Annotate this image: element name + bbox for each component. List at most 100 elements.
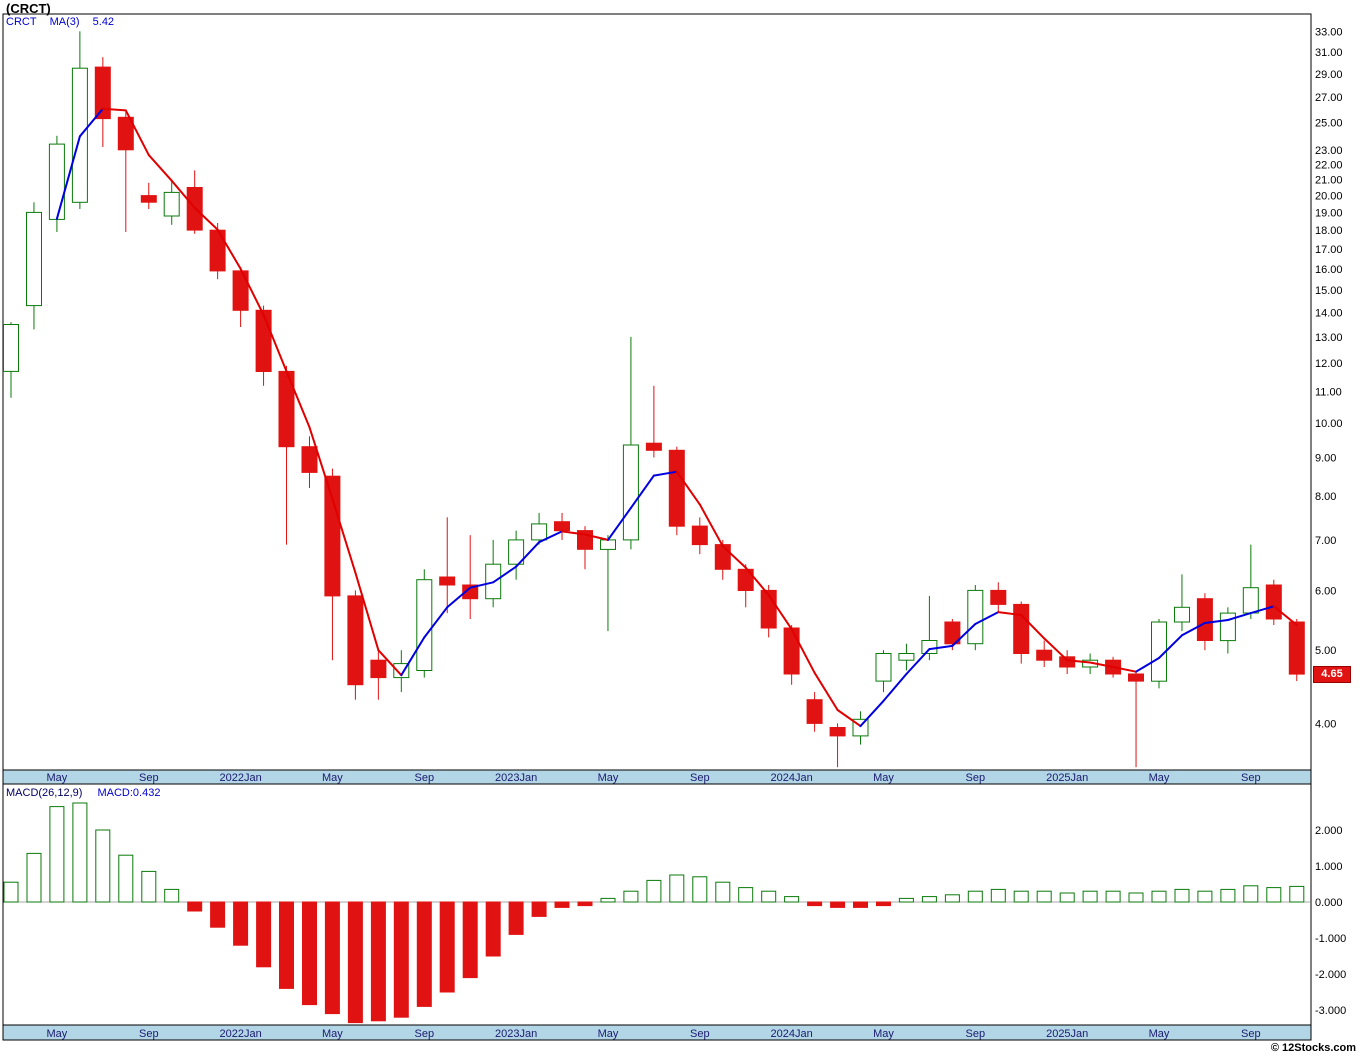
candle	[1219, 612, 1236, 642]
macd-bar	[807, 901, 823, 907]
price-y-axis: 33.00 31.00 29.00 27.00 25.00 23.00 22.00 21.00…	[1315, 26, 1343, 730]
macd-value: MACD:0.432	[97, 787, 161, 799]
macd-bar	[279, 901, 294, 989]
price-tick-label: 10.00	[1315, 418, 1343, 430]
macd-bar	[347, 901, 363, 1024]
candle	[921, 640, 938, 654]
macd-bar	[118, 854, 134, 903]
ma3-segment	[1181, 622, 1206, 637]
ma3-segment	[1089, 661, 1115, 668]
month-label: Sep	[966, 772, 986, 784]
candle	[209, 229, 226, 272]
macd-bar	[600, 897, 616, 903]
macd-tick-label: -3.000	[1315, 1005, 1346, 1017]
ma3-segment	[997, 611, 1023, 616]
ma3-segment	[675, 470, 701, 506]
ma3-segment	[78, 107, 104, 138]
candle	[347, 595, 364, 686]
candle	[806, 699, 823, 724]
ma3-line	[55, 107, 1298, 728]
macd-bar	[554, 901, 570, 908]
ma3-segment	[423, 606, 449, 639]
macd-bar	[324, 901, 340, 1015]
price-tick-label: 23.00	[1315, 145, 1343, 157]
candle	[48, 143, 65, 220]
month-label: Sep	[139, 1028, 159, 1040]
price-tick-label: 18.00	[1315, 225, 1343, 237]
ma3-segment	[951, 623, 977, 647]
month-label: May	[1149, 1028, 1170, 1040]
macd-bar	[508, 901, 524, 935]
month-label: 2024Jan	[770, 772, 812, 784]
macd-bar	[370, 901, 386, 1022]
month-label: Sep	[415, 772, 435, 784]
macd-y-axis: 2.000 1.000 0.000 -1.000 -2.000 -3.000	[1315, 825, 1346, 1017]
macd-bar	[49, 806, 65, 903]
candle	[554, 521, 570, 532]
macd-bar	[1266, 887, 1282, 903]
macd-bar	[1059, 892, 1075, 903]
month-label: 2023Jan	[495, 1028, 537, 1040]
ma3-segment	[744, 566, 770, 596]
ma3-segment	[354, 571, 380, 652]
last-price-label: 4.65	[1313, 666, 1351, 683]
month-label: 2025Jan	[1046, 1028, 1088, 1040]
ma3-segment	[928, 644, 954, 651]
macd-bar	[921, 896, 937, 903]
ma3-segment	[492, 565, 518, 584]
candle	[3, 324, 19, 372]
candle	[301, 446, 318, 473]
price-tick-label: 27.00	[1315, 92, 1343, 104]
price-tick-label: 20.00	[1315, 191, 1343, 203]
macd-legend: MACD(26,12,9) MACD:0.432	[6, 787, 160, 799]
macd-bar	[623, 890, 639, 903]
macd-bar	[393, 901, 409, 1018]
month-label: 2025Jan	[1046, 772, 1088, 784]
candle	[1059, 656, 1076, 668]
candle	[531, 523, 548, 541]
macd-bar	[830, 901, 846, 908]
macd-tick-label: -1.000	[1315, 933, 1346, 945]
candle	[416, 579, 433, 672]
ma3-segment	[285, 370, 311, 429]
macd-bar	[715, 881, 731, 903]
candle	[393, 663, 410, 679]
price-tick-label: 33.00	[1315, 26, 1343, 38]
candle	[737, 568, 754, 591]
candle	[1128, 673, 1144, 682]
macd-bar	[990, 888, 1006, 903]
macd-bar	[876, 901, 891, 907]
ma3-segment	[721, 545, 747, 569]
month-label: Sep	[966, 1028, 986, 1040]
candle	[1013, 603, 1030, 655]
ma3-segment	[469, 581, 495, 589]
candle	[140, 195, 157, 203]
month-label: 2022Jan	[219, 772, 261, 784]
candle	[1174, 606, 1190, 623]
candle	[668, 449, 685, 527]
candle	[508, 539, 525, 565]
macd-bar	[95, 829, 111, 903]
macd-bar	[692, 876, 708, 903]
month-label: Sep	[690, 772, 710, 784]
candle	[1242, 587, 1259, 614]
ma3-segment	[400, 636, 426, 677]
ma3-segment	[698, 503, 724, 548]
ma3-segment	[55, 135, 81, 220]
price-legend: CRCT MA(3) 5.42	[6, 16, 124, 28]
ma3-segment	[515, 541, 541, 568]
macd-bar	[26, 852, 42, 903]
candle	[645, 442, 662, 451]
month-label: Sep	[1241, 772, 1261, 784]
macd-bar	[967, 890, 983, 903]
price-tick-label: 14.00	[1315, 308, 1343, 320]
macd-bar	[256, 901, 272, 968]
candle	[875, 653, 892, 682]
price-tick-label: 11.00	[1315, 387, 1342, 399]
candle	[255, 309, 272, 372]
ma3-segment	[974, 611, 1000, 625]
macd-bar	[439, 901, 455, 993]
month-label: Sep	[1241, 1028, 1261, 1040]
month-label: 2022Jan	[219, 1028, 261, 1040]
